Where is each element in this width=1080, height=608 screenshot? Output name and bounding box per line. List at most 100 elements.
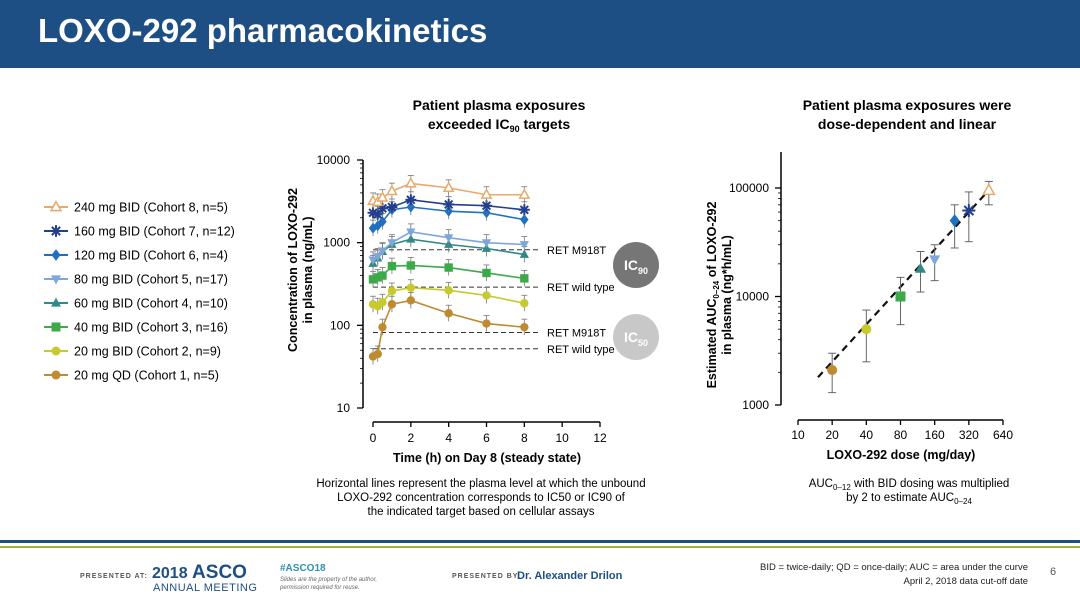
data-point xyxy=(373,349,382,359)
data-point xyxy=(405,194,417,206)
right-x-tick-label: 160 xyxy=(925,428,945,442)
marker-triangle-down xyxy=(51,275,61,285)
data-point xyxy=(386,184,398,196)
left-y-axis-label-line1: Concentration of LOXO-292 xyxy=(286,188,300,352)
marker-diamond xyxy=(378,216,387,228)
marker-circle xyxy=(444,309,453,318)
legend-label: 120 mg BID (Cohort 6, n=4) xyxy=(74,249,228,263)
marker-triangle-down xyxy=(444,234,454,243)
data-point xyxy=(520,214,529,226)
legend-label: 20 mg BID (Cohort 2, n=9) xyxy=(74,345,221,359)
data-point xyxy=(480,188,493,199)
ic50-circle xyxy=(613,314,659,360)
legend-label: 80 mg BID (Cohort 5, n=17) xyxy=(74,273,228,287)
marker-diamond xyxy=(51,249,61,261)
data-point xyxy=(406,296,416,305)
abbreviations-note: BID = twice-daily; QD = once-daily; AUC … xyxy=(760,562,1028,573)
data-point xyxy=(861,324,872,335)
right-y-tick-label: 100000 xyxy=(729,181,769,195)
data-point xyxy=(376,191,389,202)
legend-label: 160 mg BID (Cohort 7, n=12) xyxy=(74,225,235,239)
data-point xyxy=(982,182,996,196)
data-point xyxy=(519,241,529,250)
marker-triangle-open xyxy=(386,184,398,196)
legend-marker xyxy=(51,370,61,380)
marker-triangle-down xyxy=(377,247,388,256)
trend-line xyxy=(817,187,992,379)
data-point xyxy=(519,249,529,258)
left-chart-title-line1: Patient plasma exposures xyxy=(413,97,586,113)
right-y-tick-label: 10000 xyxy=(736,290,770,304)
data-point xyxy=(444,263,453,272)
data-point xyxy=(518,188,531,199)
left-y-axis-label-line2: in plasma (ng/mL) xyxy=(301,217,315,324)
marker-asterisk-stroke xyxy=(51,226,61,236)
left-caption-line2: LOXO-292 concentration corresponds to IC… xyxy=(337,492,625,504)
right-x-tick-label: 20 xyxy=(825,428,839,442)
data-point xyxy=(378,298,387,307)
marker-asterisk-stroke xyxy=(377,203,388,213)
chart-canvas: Patient plasma exposures exceeded IC90 t… xyxy=(44,97,1013,518)
data-point xyxy=(373,253,383,262)
marker-triangle-down xyxy=(519,241,529,250)
marker-triangle xyxy=(519,249,529,258)
right-chart-title-line1: Patient plasma exposures were xyxy=(803,97,1012,113)
marker-triangle-down xyxy=(387,239,397,248)
marker-triangle xyxy=(51,297,61,307)
data-point xyxy=(373,273,382,282)
left-x-tick-label: 0 xyxy=(370,431,377,445)
marker-triangle-down xyxy=(368,256,378,265)
marker-asterisk-stroke xyxy=(368,208,378,218)
left-y-tick-label: 10 xyxy=(337,401,351,415)
right-caption-line2: by 2 to estimate AUC0–24 xyxy=(846,492,972,506)
marker-diamond xyxy=(949,214,960,228)
right-chart-title-line2: dose-dependent and linear xyxy=(818,116,997,132)
data-point xyxy=(387,300,397,309)
marker-asterisk-stroke xyxy=(963,205,975,216)
marker-asterisk-stroke xyxy=(406,195,416,205)
right-plot-area: 1000 10000 100000 10 20 40 80 160 320 640 xyxy=(729,152,1013,442)
data-point xyxy=(377,247,388,256)
legend-marker xyxy=(51,346,61,356)
left-x-tick-label: 10 xyxy=(555,431,569,445)
marker-square xyxy=(482,268,491,278)
data-point xyxy=(386,201,398,213)
legend-label: 40 mg BID (Cohort 3, n=16) xyxy=(74,321,228,335)
data-cutoff-note: April 2, 2018 data cut-off date xyxy=(903,576,1028,587)
marker-asterisk-stroke xyxy=(481,201,492,211)
data-point xyxy=(895,291,906,302)
marker-square xyxy=(895,291,906,302)
data-point xyxy=(482,291,491,300)
data-point xyxy=(368,256,378,265)
marker-circle xyxy=(406,296,416,305)
marker-circle xyxy=(520,299,529,308)
marker-circle xyxy=(827,365,838,376)
reference-line-label: RET M918T xyxy=(547,245,606,257)
marker-circle xyxy=(861,324,872,335)
data-point xyxy=(482,319,491,328)
marker-triangle-down xyxy=(929,255,941,266)
data-point xyxy=(387,261,397,271)
left-y-tick-label: 1000 xyxy=(323,236,350,250)
right-y-axis-label-line2: in plasma (ng*h/mL) xyxy=(720,235,734,354)
data-point xyxy=(406,228,416,237)
asco-name: ASCO xyxy=(192,562,247,583)
left-y-tick-label: 100 xyxy=(330,318,350,332)
ic90-label: IC90 xyxy=(624,257,648,276)
asco-year: 2018 xyxy=(152,565,188,582)
marker-square xyxy=(368,275,378,284)
data-point xyxy=(444,286,453,295)
asco-annual-meeting: ANNUAL MEETING xyxy=(153,582,258,594)
presenter-name: Dr. Alexander Drilon xyxy=(517,570,623,582)
marker-triangle-open xyxy=(404,176,417,188)
marker-square xyxy=(444,263,453,272)
data-point xyxy=(520,322,529,332)
marker-triangle-open xyxy=(480,188,493,199)
left-x-tick-label: 8 xyxy=(521,431,528,445)
legend-label: 60 mg BID (Cohort 4, n=10) xyxy=(74,297,228,311)
data-point xyxy=(520,299,529,308)
marker-triangle-open xyxy=(518,188,531,199)
data-point xyxy=(378,216,387,228)
data-point xyxy=(949,214,960,228)
marker-circle xyxy=(406,283,416,292)
